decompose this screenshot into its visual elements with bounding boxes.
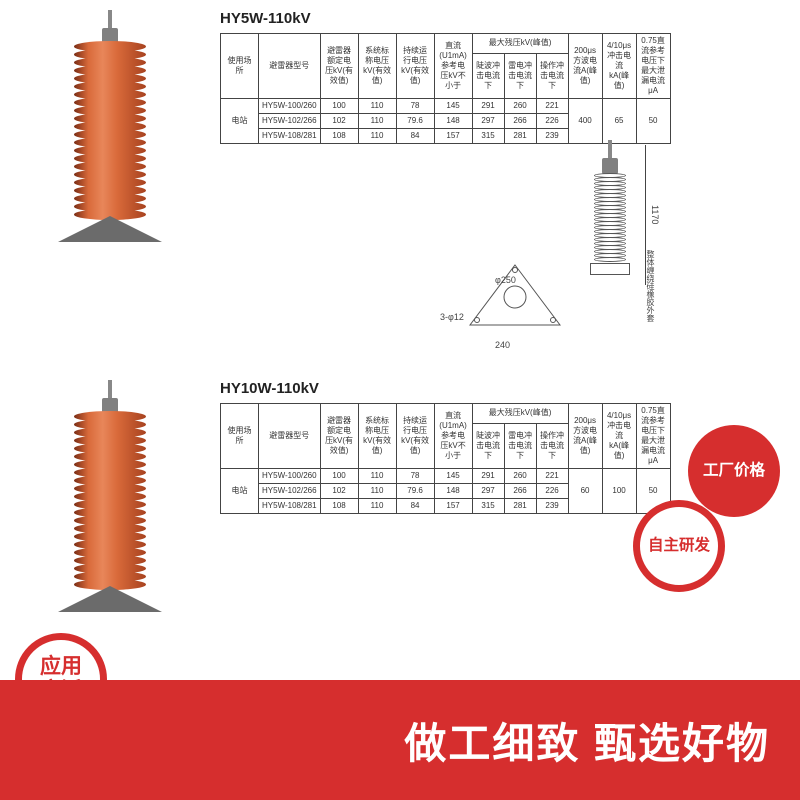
arrester-image-1 bbox=[20, 10, 200, 242]
bottom-banner: 做工细致 甄选好物 bbox=[0, 680, 800, 800]
dimension-drawing: 1170 整体缠绕硅橡胶外套 φ250 3-φ12 240 bbox=[440, 140, 700, 350]
base-triangle-diagram bbox=[460, 260, 570, 340]
dim-note: 整体缠绕硅橡胶外套 bbox=[645, 250, 656, 322]
spec-table-1: 使用场所避雷器型号避雷器额定电压kV(有效值)系统标称电压kV(有效值)持续运行… bbox=[220, 33, 671, 144]
dim-tri-width: 240 bbox=[495, 340, 510, 350]
spec-title-2: HY10W-110kV bbox=[220, 380, 671, 397]
banner-slogan: 做工细致 甄选好物 bbox=[404, 710, 770, 771]
arrester-image-2 bbox=[20, 380, 200, 612]
spec-block-2: HY10W-110kV 使用场所避雷器型号避雷器额定电压kV(有效值)系统标称电… bbox=[200, 380, 671, 612]
dim-tri-phi: φ250 bbox=[495, 275, 516, 285]
page: HY5W-110kV 使用场所避雷器型号避雷器额定电压kV(有效值)系统标称电压… bbox=[0, 0, 800, 800]
spec-title-1: HY5W-110kV bbox=[220, 10, 671, 27]
spec-table-2: 使用场所避雷器型号避雷器额定电压kV(有效值)系统标称电压kV(有效值)持续运行… bbox=[220, 403, 671, 514]
section-hy10w: HY10W-110kV 使用场所避雷器型号避雷器额定电压kV(有效值)系统标称电… bbox=[20, 380, 671, 612]
dim-tri-hole: 3-φ12 bbox=[440, 312, 464, 322]
badge-self-developed: 自主研发 bbox=[633, 500, 725, 592]
dim-height: 1170 bbox=[650, 205, 660, 224]
badge-factory-price: 工厂价格 bbox=[688, 425, 780, 517]
